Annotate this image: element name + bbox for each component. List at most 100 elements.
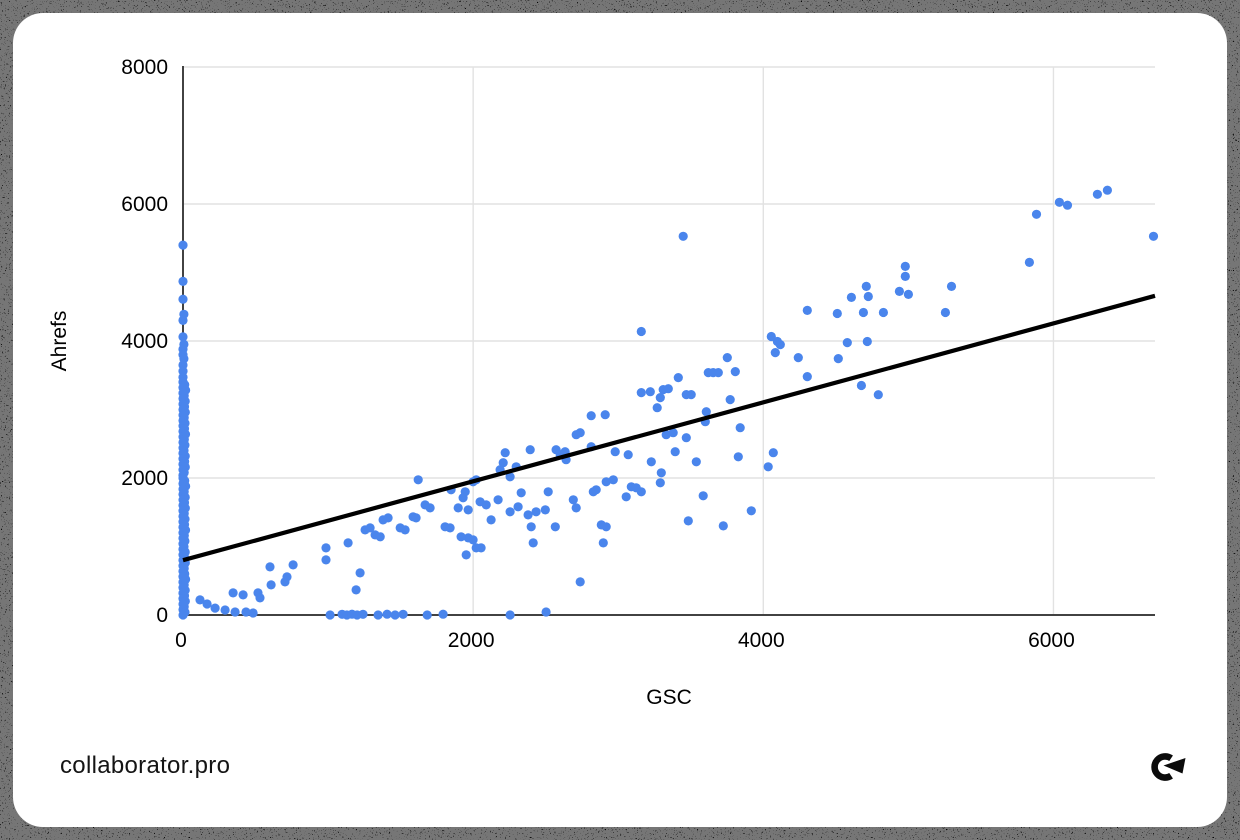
scatter-point[interactable] [766,331,776,342]
scatter-point[interactable] [903,289,914,299]
scatter-point[interactable] [575,577,585,587]
scatter-point[interactable] [856,380,867,391]
scatter-point[interactable] [793,353,803,363]
scatter-point[interactable] [202,599,212,609]
scatter-point[interactable] [265,562,275,572]
scatter-point[interactable] [673,373,683,383]
scatter-point[interactable] [411,513,421,523]
scatter-point[interactable] [438,609,448,619]
scatter-point[interactable] [505,472,515,482]
scatter-point[interactable] [861,281,871,291]
scatter-point[interactable] [456,532,466,542]
scatter-point[interactable] [255,593,265,603]
scatter-point[interactable] [375,532,385,542]
scatter-point[interactable] [894,286,905,296]
scatter-point[interactable] [228,588,238,598]
scatter-point[interactable] [646,457,656,467]
scatter-point[interactable] [668,428,678,438]
scatter-point[interactable] [725,395,735,405]
scatter-point[interactable] [178,610,188,620]
scatter-point[interactable] [398,609,408,619]
scatter-point[interactable] [1031,209,1042,219]
scatter-point[interactable] [600,410,610,420]
scatter-point[interactable] [1054,197,1064,207]
scatter-point[interactable] [678,231,688,241]
scatter-point[interactable] [513,502,523,512]
scatter-point[interactable] [733,452,743,462]
scatter-point[interactable] [382,609,392,619]
scatter-point[interactable] [178,332,188,342]
scatter-point[interactable] [248,608,258,618]
scatter-point[interactable] [770,348,780,358]
scatter-point[interactable] [601,522,611,532]
scatter-point[interactable] [238,590,248,600]
scatter-point[interactable] [195,595,205,605]
scatter-point[interactable] [713,368,723,378]
scatter-point[interactable] [655,478,665,488]
scatter-point[interactable] [623,450,633,460]
scatter-point[interactable] [543,487,553,497]
scatter-point[interactable] [178,276,188,286]
scatter-point[interactable] [763,462,773,472]
scatter-point[interactable] [500,448,510,458]
scatter-point[interactable] [575,428,585,438]
scatter-point[interactable] [568,495,578,505]
scatter-point[interactable] [355,568,365,578]
scatter-point[interactable] [461,550,471,560]
scatter-point[interactable] [266,580,276,590]
scatter-point[interactable] [1062,200,1073,210]
scatter-point[interactable] [636,388,646,398]
scatter-point[interactable] [505,610,515,620]
scatter-point[interactable] [598,538,608,548]
scatter-point[interactable] [531,507,541,517]
scatter-point[interactable] [498,458,508,468]
scatter-point[interactable] [900,261,910,271]
scatter-point[interactable] [528,538,538,548]
scatter-point[interactable] [178,240,188,250]
scatter-point[interactable] [220,605,230,615]
scatter-point[interactable] [321,555,331,565]
scatter-point[interactable] [686,390,696,400]
scatter-point[interactable] [422,610,432,620]
scatter-point[interactable] [802,372,812,382]
scatter-point[interactable] [832,308,842,319]
scatter-point[interactable] [663,384,673,394]
scatter-point[interactable] [691,457,701,467]
scatter-point[interactable] [858,307,869,318]
scatter-point[interactable] [178,294,188,304]
scatter-point[interactable] [768,448,778,458]
scatter-point[interactable] [698,491,708,501]
scatter-point[interactable] [636,487,646,497]
scatter-point[interactable] [608,475,618,485]
scatter-point[interactable] [460,487,470,497]
scatter-point[interactable] [516,488,526,498]
scatter-point[interactable] [230,607,240,617]
scatter-point[interactable] [652,403,662,413]
scatter-point[interactable] [486,515,496,525]
scatter-point[interactable] [493,495,503,505]
scatter-point[interactable] [655,393,665,403]
scatter-point[interactable] [661,430,671,440]
scatter-point[interactable] [241,607,251,617]
scatter-point[interactable] [775,340,785,350]
scatter-point[interactable] [325,610,335,620]
scatter-point[interactable] [1148,231,1159,241]
scatter-point[interactable] [900,271,910,281]
scatter-point[interactable] [481,500,491,510]
scatter-point[interactable] [683,516,693,526]
scatter-point[interactable] [621,492,631,502]
scatter-point[interactable] [946,281,957,291]
scatter-point[interactable] [321,543,331,553]
scatter-point[interactable] [526,522,536,532]
scatter-point[interactable] [591,485,601,495]
scatter-point[interactable] [505,507,515,517]
scatter-point[interactable] [383,513,393,523]
scatter-point[interactable] [878,307,889,318]
scatter-point[interactable] [670,447,680,457]
scatter-point[interactable] [178,315,188,325]
scatter-point[interactable] [365,523,375,533]
scatter-point[interactable] [210,603,220,613]
scatter-point[interactable] [863,291,873,302]
scatter-point[interactable] [523,510,533,520]
scatter-point[interactable] [842,338,852,348]
